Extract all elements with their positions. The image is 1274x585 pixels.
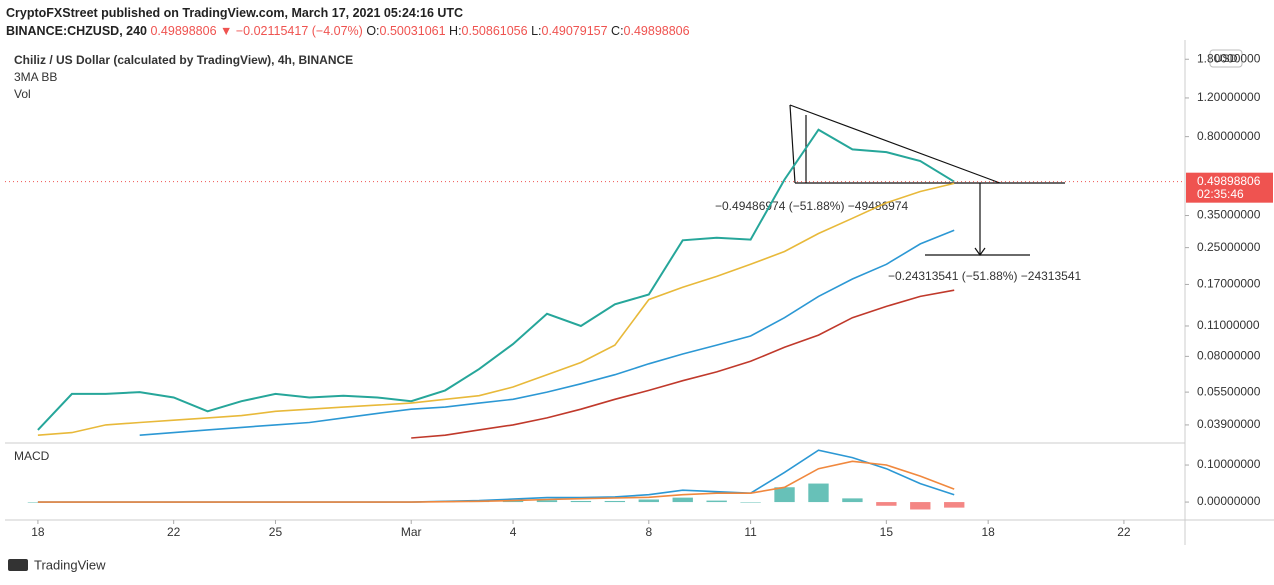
macd-histogram-bar: [842, 498, 863, 503]
countdown: 02:35:46: [1197, 187, 1244, 201]
currency-box[interactable]: [1209, 49, 1243, 68]
x-tick-label: 4: [510, 525, 517, 539]
macd-histogram-bar: [570, 500, 592, 503]
macd-title: MACD: [14, 449, 50, 463]
indicator-label: 3MA BB: [14, 70, 57, 84]
ohlc-label: O:: [366, 24, 380, 38]
x-tick-label: 18: [981, 525, 995, 539]
last-price: 0.49898806: [150, 24, 217, 38]
indicator-line: [139, 229, 955, 436]
ohlc-label: L:: [531, 24, 542, 38]
macd-histogram-bar: [672, 497, 693, 503]
indicator-line: [37, 460, 955, 503]
indicator-line: [37, 182, 955, 436]
ohlc-value: 0.49079157: [541, 24, 608, 38]
macd-histogram-bar: [910, 502, 931, 510]
price-label: 0.49898806: [1197, 174, 1261, 188]
direction: ▼: [220, 24, 233, 38]
macd-histogram-bar: [706, 500, 727, 503]
publisher: CryptoFXStreet published on TradingView.…: [6, 4, 690, 22]
y-tick-label: 0.35000000: [1197, 208, 1261, 222]
macd-histogram-bar: [808, 483, 829, 503]
ohlc-label: H:: [449, 24, 462, 38]
annotation: −0.24313541 (−51.88%) −24313541: [888, 269, 1081, 283]
brand: TradingView: [34, 557, 106, 572]
symbol-title: Chiliz / US Dollar (calculated by Tradin…: [14, 53, 353, 67]
macd-histogram-bar: [944, 502, 965, 508]
macd-histogram-bar: [740, 502, 761, 503]
ohlc-value: 0.50861056: [461, 24, 528, 38]
symbol: BINANCE:CHZUSD, 240: [6, 24, 147, 38]
x-tick-label: Mar: [401, 525, 422, 539]
macd-histogram-bar: [638, 499, 659, 503]
ohlc-value: 0.49898806: [623, 24, 690, 38]
annotation: −0.49486974 (−51.88%) −49486974: [715, 199, 908, 213]
pattern-drawing: [789, 104, 1065, 257]
x-tick-label: 15: [880, 525, 894, 539]
y-tick-label: 1.80000000: [1197, 51, 1261, 65]
y-tick-label: 0.05500000: [1197, 384, 1261, 398]
x-tick-label: 22: [1117, 525, 1131, 539]
y-tick-label: 0.17000000: [1197, 277, 1261, 291]
ohlc-value: 0.50031061: [379, 24, 446, 38]
macd-histogram-bar: [774, 487, 795, 503]
x-tick-label: 22: [167, 525, 181, 539]
change: −0.02115417 (−4.07%): [235, 24, 363, 38]
y-tick-label: 0.08000000: [1197, 349, 1261, 363]
x-tick-label: 18: [31, 525, 45, 539]
publisher-text: CryptoFXStreet published on TradingView.…: [6, 6, 464, 20]
header: CryptoFXStreet published on TradingView.…: [6, 4, 690, 40]
macd-histogram-bar: [876, 502, 897, 506]
x-tick-label: 25: [269, 525, 283, 539]
indicator-line: [411, 289, 955, 439]
y-tick-label: 1.20000000: [1197, 90, 1261, 104]
price-line: [37, 128, 955, 431]
x-tick-label: 11: [744, 525, 757, 539]
price-label-box: [1186, 172, 1273, 203]
ohlc-label: C:: [611, 24, 624, 38]
y-tick-label: 0.10000000: [1197, 457, 1261, 471]
currency: USD: [1214, 53, 1237, 65]
indicator-label: Vol: [14, 87, 31, 101]
y-tick-label: 0.80000000: [1197, 129, 1261, 143]
macd-histogram-bar: [604, 500, 626, 503]
tv-logo: [8, 559, 28, 571]
y-tick-label: 0.00000000: [1197, 494, 1261, 508]
y-tick-label: 0.03900000: [1197, 417, 1261, 431]
y-tick-label: 0.25000000: [1197, 240, 1261, 254]
macd-histogram-bar: [536, 500, 558, 503]
x-tick-label: 8: [645, 525, 652, 539]
y-tick-label: 0.11000000: [1197, 318, 1260, 332]
quote-line: BINANCE:CHZUSD, 240 0.49898806 ▼ −0.0211…: [6, 22, 690, 40]
